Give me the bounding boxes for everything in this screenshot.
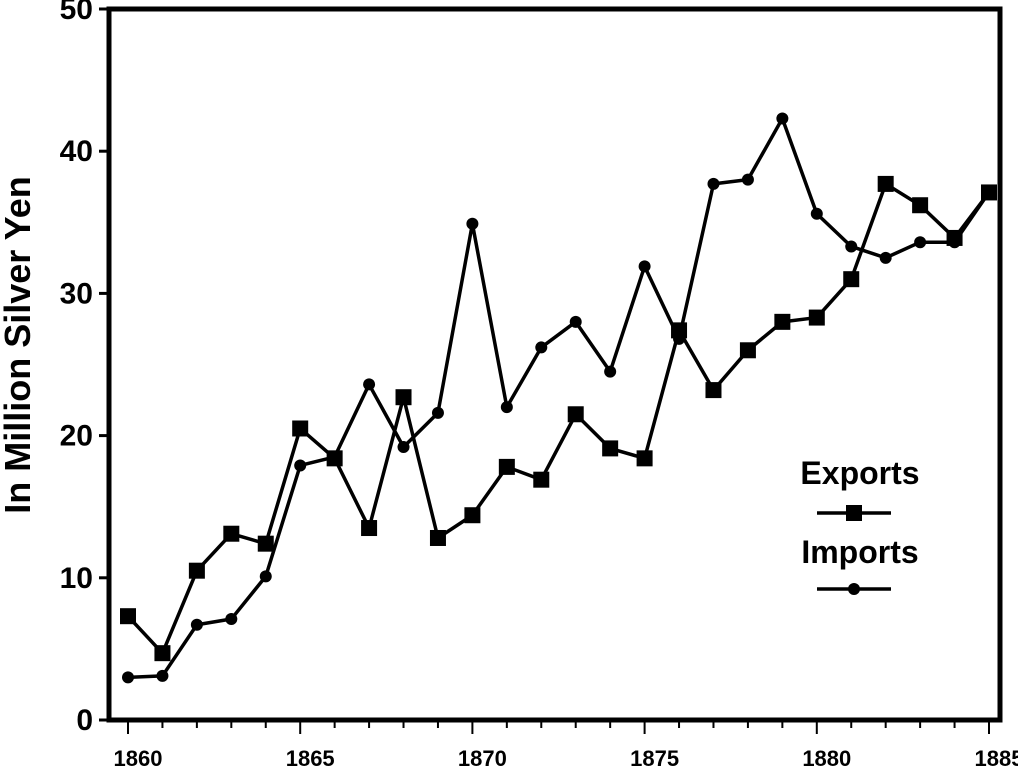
data-point-exports	[636, 450, 653, 467]
series-imports	[122, 112, 995, 684]
legend-marker-imports	[848, 583, 860, 595]
y-tick-label: 40	[60, 135, 93, 168]
data-point-imports	[948, 236, 961, 249]
x-axis: 1860 1865 1870 1875 1880 1885	[114, 720, 1018, 771]
data-point-exports	[188, 562, 205, 579]
y-axis: 0 10 20 30 40 50	[60, 0, 109, 737]
legend-label-exports: Exports	[800, 455, 919, 491]
data-point-imports	[983, 186, 995, 199]
data-point-exports	[705, 382, 722, 399]
x-tick-label: 1865	[286, 746, 335, 771]
data-point-imports	[225, 613, 238, 626]
series-layer	[120, 112, 997, 684]
data-point-imports	[914, 236, 927, 249]
data-point-imports	[741, 173, 754, 186]
y-tick-label: 0	[76, 704, 93, 737]
series-line-exports	[126, 182, 991, 655]
data-point-imports	[190, 618, 203, 631]
x-tick-label: 1885	[975, 746, 1018, 771]
data-point-imports	[810, 207, 823, 220]
data-point-exports	[429, 529, 446, 546]
data-point-exports	[567, 406, 584, 423]
legend: Exports Imports	[800, 455, 920, 595]
data-point-imports	[707, 177, 720, 190]
data-point-exports	[739, 342, 756, 359]
data-point-exports	[223, 525, 240, 542]
data-point-exports	[498, 458, 515, 475]
y-axis-label: In Million Silver Yen	[0, 176, 38, 513]
data-point-imports	[363, 378, 376, 391]
data-point-imports	[500, 401, 513, 414]
data-point-imports	[397, 440, 410, 453]
legend-marker-exports	[846, 505, 862, 521]
data-point-exports	[154, 645, 171, 662]
data-point-imports	[776, 112, 789, 125]
data-point-imports	[535, 341, 548, 354]
data-point-imports	[294, 459, 307, 472]
data-point-imports	[604, 365, 617, 378]
data-point-imports	[569, 315, 582, 328]
data-point-imports	[259, 570, 272, 583]
data-point-exports	[361, 520, 378, 537]
x-tick-label: 1870	[458, 746, 507, 771]
data-point-imports	[466, 217, 479, 230]
data-point-exports	[602, 440, 619, 457]
plot-frame	[106, 6, 1003, 723]
data-point-imports	[122, 671, 134, 684]
x-tick-label: 1875	[630, 746, 679, 771]
series-line-imports	[127, 116, 991, 680]
data-point-exports	[257, 535, 274, 552]
data-point-exports	[808, 309, 825, 326]
data-point-exports	[395, 389, 412, 406]
data-point-exports	[774, 313, 791, 330]
data-point-imports	[845, 240, 858, 253]
y-tick-label: 20	[60, 420, 93, 453]
data-point-exports	[464, 507, 481, 524]
data-point-imports	[673, 332, 686, 345]
data-point-imports	[431, 406, 444, 419]
y-tick-label: 50	[60, 0, 93, 26]
data-point-exports	[292, 420, 309, 437]
y-tick-label: 10	[60, 562, 93, 595]
data-point-imports	[156, 669, 169, 682]
data-point-imports	[638, 260, 651, 273]
data-point-exports	[533, 471, 550, 488]
data-point-exports	[843, 271, 860, 288]
data-point-exports	[912, 197, 929, 214]
legend-label-imports: Imports	[801, 534, 918, 570]
data-point-exports	[877, 175, 894, 192]
x-tick-label: 1880	[802, 746, 851, 771]
data-point-imports	[879, 251, 892, 264]
data-point-imports	[328, 450, 341, 463]
y-tick-label: 30	[60, 277, 93, 310]
data-point-exports	[120, 608, 136, 625]
x-tick-label: 1860	[114, 746, 163, 771]
